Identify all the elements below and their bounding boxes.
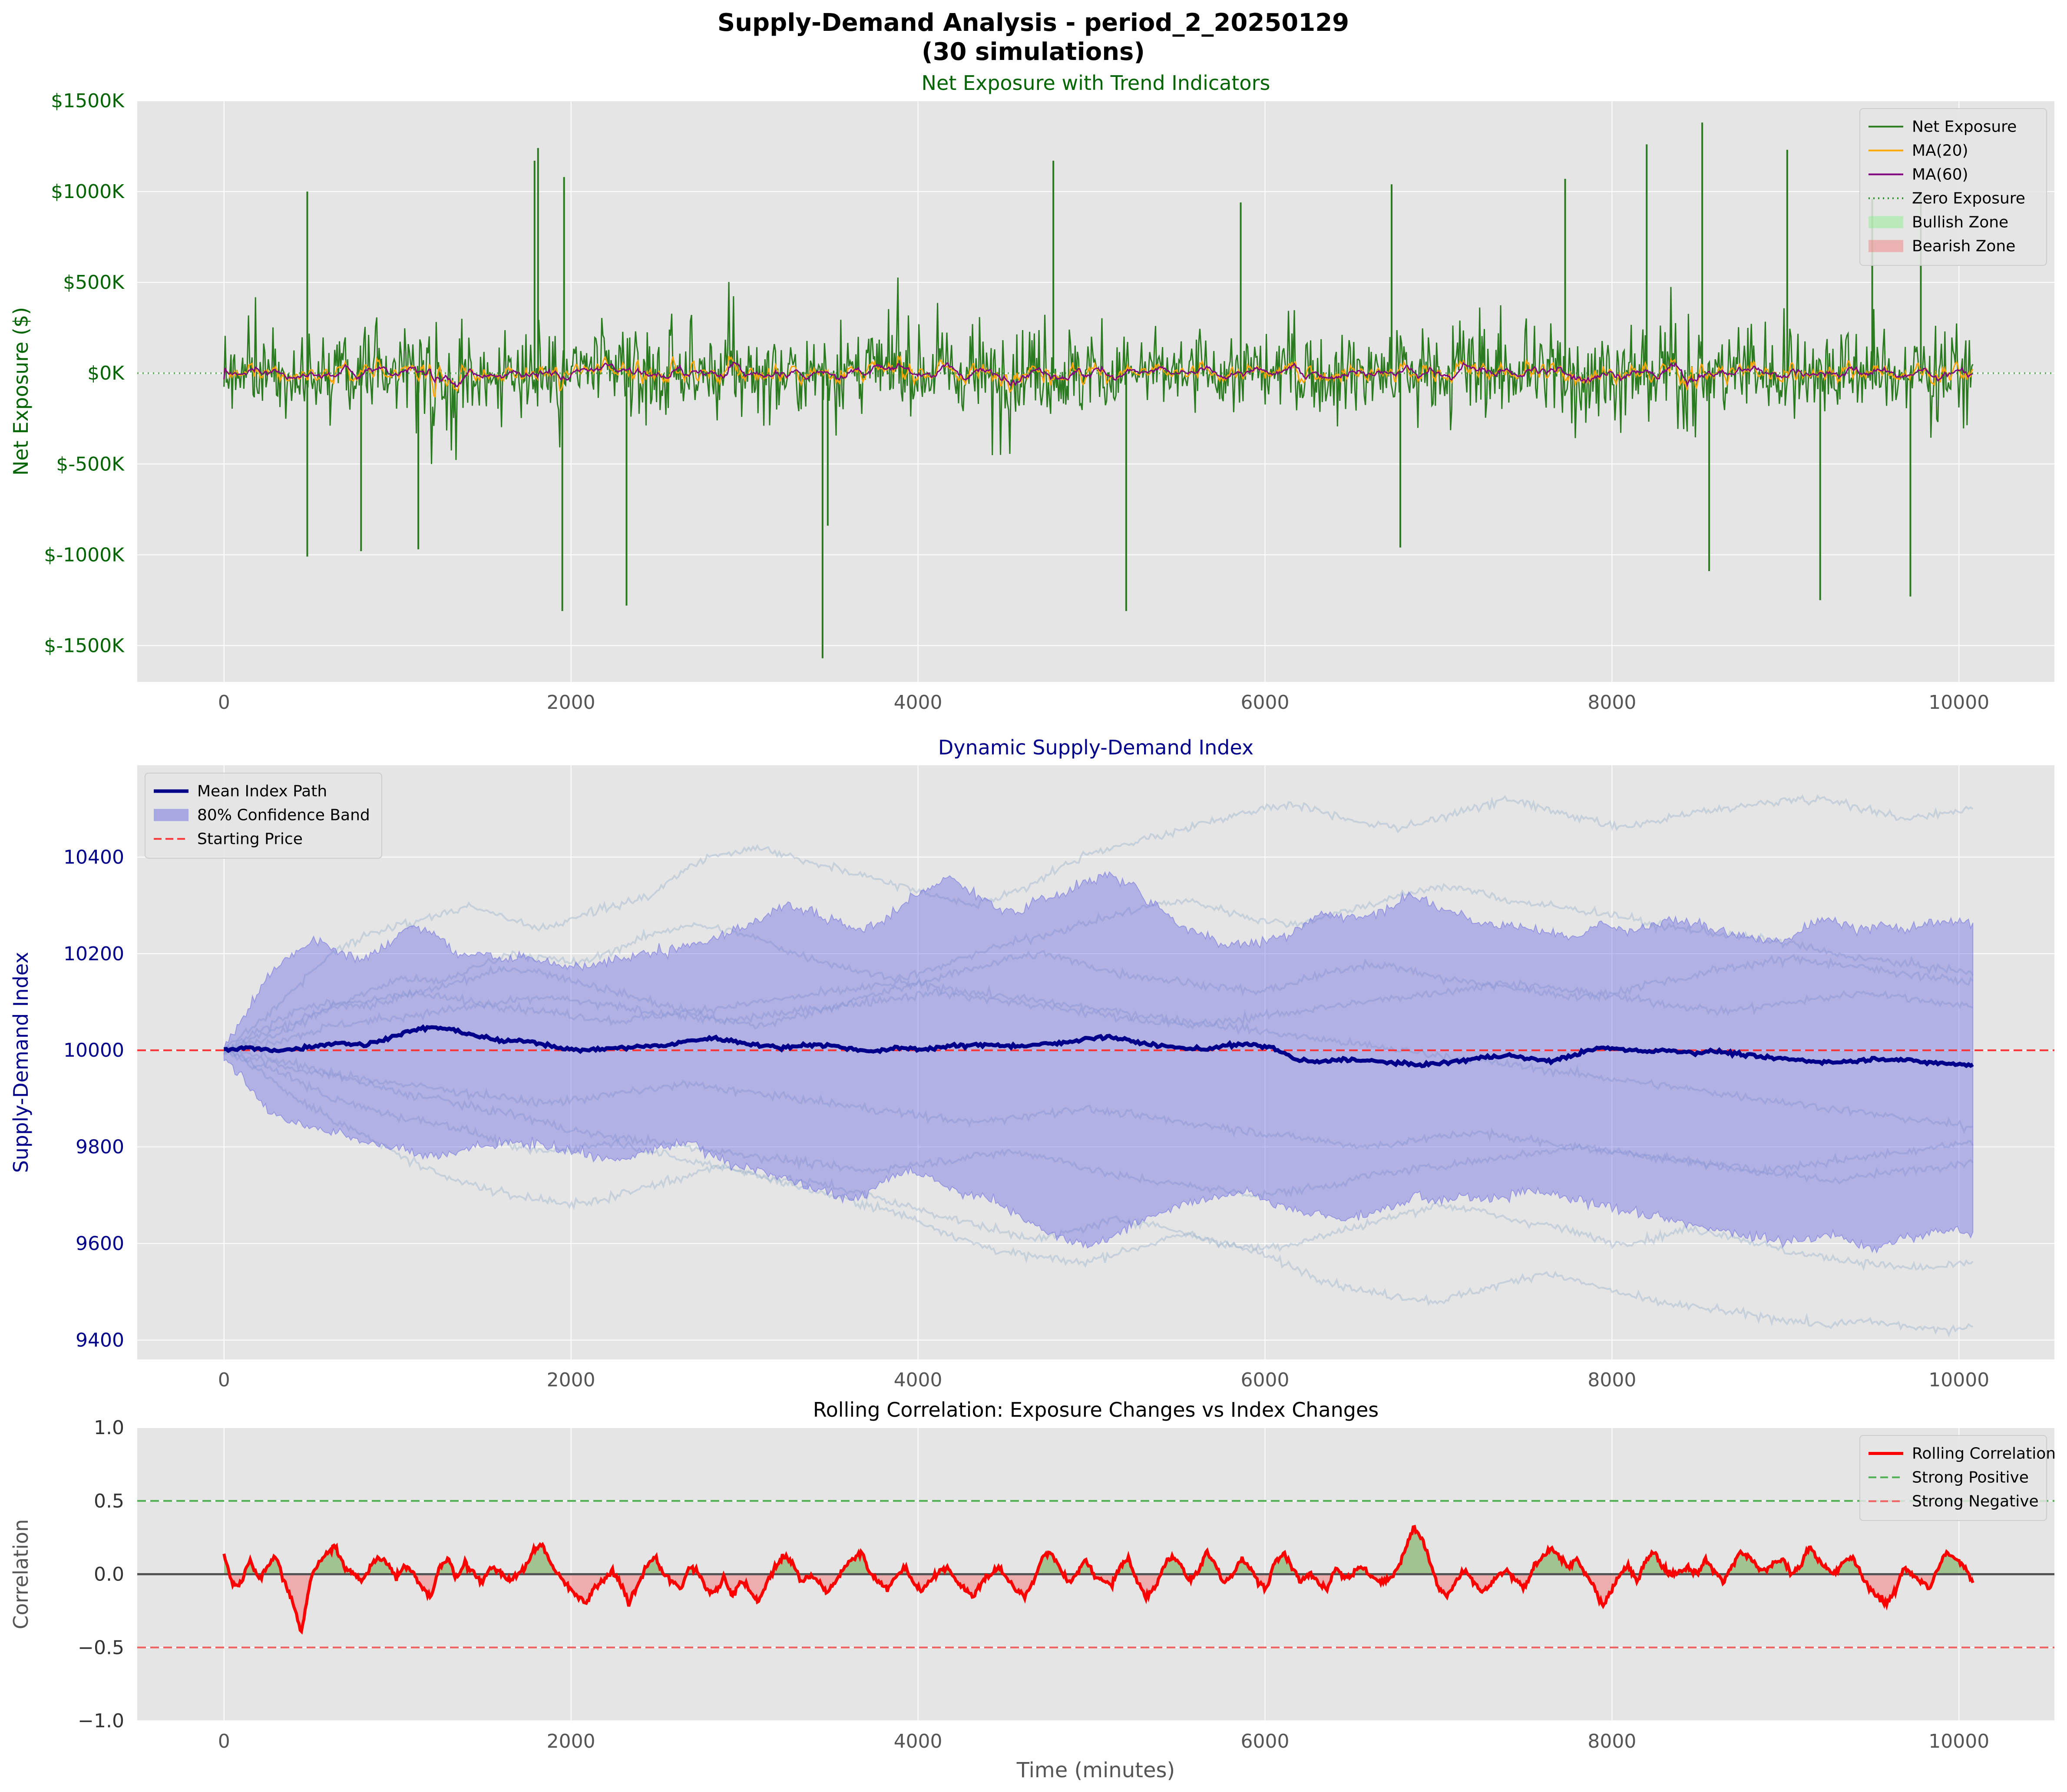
y-tick-label: 0.0 <box>94 1564 124 1586</box>
simulation-path <box>223 1048 1974 1176</box>
x-axis-label: Time (minutes) <box>1016 1758 1175 1782</box>
mean-index-path <box>224 1024 1974 1068</box>
x-tick-label: 4000 <box>894 1369 943 1391</box>
legend-label: MA(60) <box>1912 166 1968 184</box>
legend-label: Zero Exposure <box>1912 190 2025 208</box>
chart-title: Net Exposure with Trend Indicators <box>922 71 1270 95</box>
x-tick-label: 8000 <box>1587 691 1636 714</box>
legend-label: Strong Positive <box>1912 1469 2029 1487</box>
y-tick-label: $-1000K <box>44 544 125 566</box>
y-tick-label: 10400 <box>63 846 124 868</box>
legend-swatch <box>1869 216 1903 228</box>
chart-title: Rolling Correlation: Exposure Changes vs… <box>813 1398 1379 1422</box>
x-tick-label: 2000 <box>547 1730 595 1752</box>
simulation-path <box>223 1045 1974 1338</box>
x-tick-label: 0 <box>218 691 230 714</box>
x-tick-label: 10000 <box>1928 691 1989 714</box>
legend-label: Mean Index Path <box>197 783 327 800</box>
x-tick-label: 0 <box>218 1730 230 1752</box>
y-tick-label: $0K <box>87 362 125 384</box>
x-tick-label: 10000 <box>1928 1730 1989 1752</box>
x-tick-label: 0 <box>218 1369 230 1391</box>
y-tick-label: −0.5 <box>78 1637 124 1659</box>
rolling-correlation-chart: 1.0 0.5 0.0 −0.5 −1.0 0 2000 4000 6000 8000 10000 R… <box>9 1398 2056 1782</box>
legend-swatch <box>1869 240 1903 252</box>
x-tick-label: 8000 <box>1587 1369 1636 1391</box>
legend-label: Starting Price <box>197 830 303 848</box>
y-tick-label: 9800 <box>76 1136 124 1158</box>
x-tick-label: 6000 <box>1240 1369 1289 1391</box>
y-tick-label: 0.5 <box>94 1490 124 1512</box>
y-tick-label: $1500K <box>51 90 125 112</box>
x-tick-label: 10000 <box>1928 1369 1989 1391</box>
simulation-path <box>223 1046 1974 1200</box>
simulation-path <box>223 979 1974 1055</box>
ma60-line <box>223 361 1973 388</box>
ma20-line <box>223 355 1974 398</box>
y-tick-label: $-1500K <box>44 635 125 657</box>
y-axis-label: Supply-Demand Index <box>9 952 33 1173</box>
legend-swatch <box>154 809 189 821</box>
legend-label: Bearish Zone <box>1912 238 2015 255</box>
legend-label: Strong Negative <box>1912 1493 2039 1511</box>
rolling-correlation-line <box>222 1524 1974 1635</box>
simulation-path <box>224 883 1974 1054</box>
legend-label: Rolling Correlation <box>1912 1445 2056 1463</box>
legend-label: 80% Confidence Band <box>197 807 370 824</box>
y-tick-label: $500K <box>63 271 125 294</box>
legend-box <box>1859 108 2047 266</box>
x-tick-label: 4000 <box>894 691 943 714</box>
x-tick-label: 4000 <box>894 1730 943 1752</box>
figure-title: Supply-Demand Analysis - period_2_202501… <box>718 9 1349 37</box>
y-axis-label: Net Exposure ($) <box>9 307 33 476</box>
x-tick-label: 6000 <box>1240 1730 1289 1752</box>
y-tick-label: 10200 <box>63 943 124 965</box>
y-tick-label: 10000 <box>63 1039 124 1061</box>
legend-label: Net Exposure <box>1912 118 2017 136</box>
x-tick-label: 2000 <box>547 691 595 714</box>
y-tick-label: −1.0 <box>78 1710 124 1732</box>
supply-demand-index-chart: 10400 10200 10000 9800 9600 9400 0 2000 4000 6000… <box>9 736 2054 1391</box>
x-tick-label: 2000 <box>547 1369 595 1391</box>
y-tick-label: 9400 <box>76 1329 124 1352</box>
simulation-path <box>223 794 1974 1050</box>
y-tick-label: 9600 <box>76 1233 124 1255</box>
x-tick-label: 6000 <box>1240 691 1289 714</box>
y-tick-label: $-500K <box>56 453 125 475</box>
plot-area <box>137 765 2054 1359</box>
y-tick-label: 1.0 <box>94 1417 124 1439</box>
legend-box <box>1859 1435 2047 1521</box>
y-tick-label: $1000K <box>51 181 125 203</box>
simulation-path <box>223 975 1973 1134</box>
legend-label: MA(20) <box>1912 142 1968 160</box>
simulation-path <box>223 950 1974 1051</box>
simulation-path <box>223 1049 1974 1271</box>
legend-box <box>145 773 382 859</box>
figure-subtitle: (30 simulations) <box>922 38 1145 66</box>
x-tick-label: 8000 <box>1587 1730 1636 1752</box>
net-exposure-chart: $1500K $1000K $500K $0K $-500K $-1000K $-1500K… <box>9 71 2054 714</box>
legend-label: Bullish Zone <box>1912 214 2008 231</box>
y-axis-label: Correlation <box>9 1519 33 1630</box>
confidence-band <box>223 871 1974 1254</box>
chart-title: Dynamic Supply-Demand Index <box>938 736 1253 759</box>
